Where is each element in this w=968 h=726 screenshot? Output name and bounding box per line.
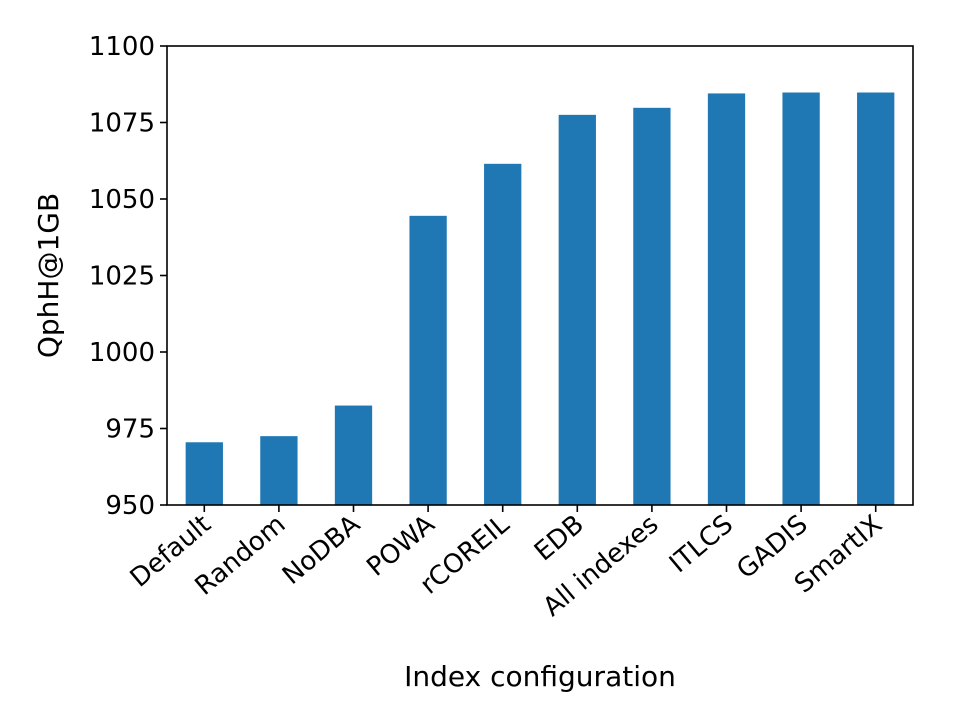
y-tick-label: 1050 [89,185,155,215]
bar-nodba [334,405,373,505]
y-tick-label: 1025 [89,262,155,292]
y-tick-label: 1000 [89,338,155,368]
bar-random [260,436,298,505]
plot-frame [166,45,914,506]
y-tick-label: 975 [105,415,155,445]
y-axis-ticks: 950 975 1000 1025 1050 1075 1100 [89,32,167,521]
bar-edb [558,114,596,505]
y-tick-label: 1075 [89,109,155,139]
bars-group [185,92,895,506]
bar-gadis [782,92,820,506]
x-axis-label: Index configuration [404,660,676,693]
bar-powa [409,215,447,505]
bar-itlcs [707,93,746,506]
x-tick-label: NoDBA [277,509,366,591]
bar-smartix [857,92,895,506]
bar-rcoreil [484,163,522,505]
y-tick-label: 950 [105,491,155,521]
x-tick-label: EDB [529,509,590,567]
y-tick-label: 1100 [89,32,155,62]
bar-all-indexes [633,107,671,505]
y-axis-label: QphH@1GB [32,193,65,358]
x-tick-label: ITLCS [664,509,739,579]
bar-default [185,442,223,505]
